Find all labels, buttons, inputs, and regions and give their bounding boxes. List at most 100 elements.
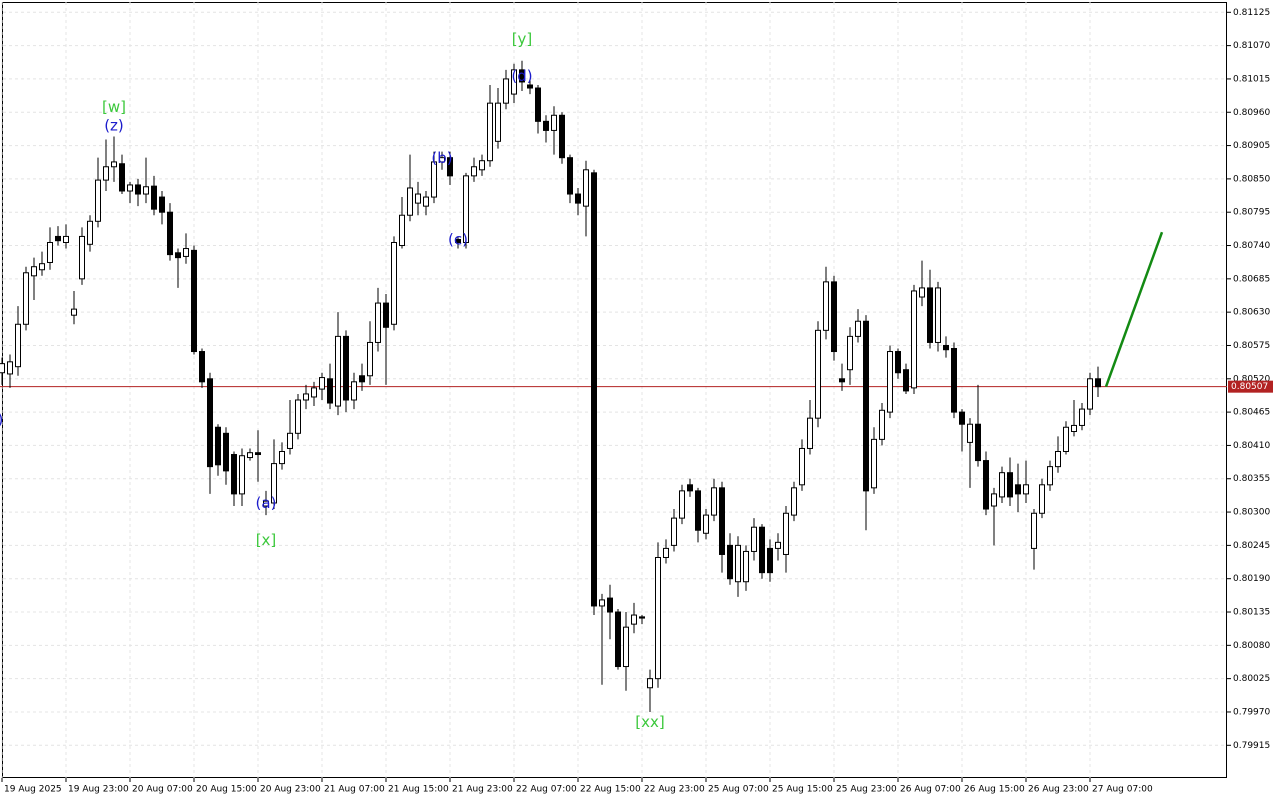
candle-body xyxy=(1039,484,1045,514)
x-tick-label: 20 Aug 15:00 xyxy=(196,785,257,795)
candle-body xyxy=(407,187,413,216)
candle-body xyxy=(0,363,5,374)
candle-body xyxy=(423,196,429,207)
candle-body xyxy=(719,487,725,555)
candle-body xyxy=(647,678,653,689)
candle-body xyxy=(255,452,261,456)
candle-body xyxy=(967,423,973,443)
candle-body xyxy=(215,426,221,466)
candle-body xyxy=(687,484,693,492)
candle-body xyxy=(319,377,325,390)
candle-body xyxy=(311,387,317,398)
candle-body xyxy=(527,84,533,89)
candle-body xyxy=(535,87,541,122)
y-tick-label: 0.80905 xyxy=(1233,141,1270,151)
candle-body xyxy=(415,193,421,204)
candle-body xyxy=(439,157,445,163)
candle-body xyxy=(559,114,565,159)
candle-body xyxy=(839,378,845,383)
candle-body xyxy=(599,599,605,607)
x-tick-label: 26 Aug 15:00 xyxy=(964,785,1025,795)
candle-body xyxy=(463,175,469,243)
y-tick-label: 0.81070 xyxy=(1233,41,1270,51)
y-tick-label: 0.79970 xyxy=(1233,707,1270,717)
candle-body xyxy=(887,351,893,413)
candle-body xyxy=(823,281,829,331)
candle-body xyxy=(727,544,733,580)
candle-body xyxy=(943,344,949,351)
candle-body xyxy=(1015,484,1021,495)
candle-body xyxy=(903,369,909,392)
x-tick-label: 19 Aug 2025 xyxy=(4,785,62,795)
candle-body xyxy=(263,500,269,507)
candle-body xyxy=(855,320,861,337)
candle-body xyxy=(1087,378,1093,410)
y-tick-label: 0.80190 xyxy=(1233,574,1270,584)
x-tick-label: 25 Aug 07:00 xyxy=(708,785,769,795)
candle-body xyxy=(103,166,109,181)
x-tick-label: 21 Aug 15:00 xyxy=(388,785,449,795)
candle-body xyxy=(359,375,365,383)
candle-body xyxy=(775,541,781,549)
x-tick-label: 25 Aug 23:00 xyxy=(836,785,897,795)
candle-body xyxy=(351,381,357,401)
candle-body xyxy=(983,460,989,510)
candle-body xyxy=(343,335,349,401)
candle-body xyxy=(271,463,277,504)
candle-body xyxy=(223,432,229,472)
y-tick-label: 0.80465 xyxy=(1233,408,1270,418)
candle-body xyxy=(71,308,77,316)
wave-label: (z) xyxy=(104,117,124,135)
candle-body xyxy=(1031,512,1037,549)
y-tick-label: 0.80025 xyxy=(1233,674,1270,684)
candle-body xyxy=(279,450,285,465)
candle-body xyxy=(63,235,69,243)
candle-body xyxy=(199,351,205,383)
candle-body xyxy=(447,157,453,177)
candle-body xyxy=(39,263,45,271)
wave-label: [x] xyxy=(256,531,277,549)
candle-body xyxy=(327,378,333,404)
candle-body xyxy=(47,241,53,263)
x-tick-label: 26 Aug 07:00 xyxy=(900,785,961,795)
candle-body xyxy=(287,432,293,449)
candle-body xyxy=(607,597,613,613)
x-tick-label: 20 Aug 23:00 xyxy=(260,785,321,795)
candle-body xyxy=(767,547,773,574)
candle-body xyxy=(1055,450,1061,468)
candle-body xyxy=(831,281,837,353)
candle-body xyxy=(879,409,885,440)
wave-label: (a) xyxy=(256,494,277,512)
candle-body xyxy=(375,302,381,343)
y-tick-label: 0.80685 xyxy=(1233,274,1270,284)
candle-body xyxy=(119,163,125,192)
candle-body xyxy=(471,166,477,177)
candle-body xyxy=(919,287,925,298)
candle-body xyxy=(431,161,437,198)
candle-body xyxy=(679,490,685,519)
candle-body xyxy=(127,184,133,192)
candle-body xyxy=(1047,466,1053,486)
candle-body xyxy=(759,526,765,574)
candle-body xyxy=(703,514,709,534)
candle-body xyxy=(367,341,373,377)
candle-body xyxy=(495,102,501,142)
candle-body xyxy=(975,423,981,462)
candle-body xyxy=(7,361,13,375)
candle-body xyxy=(511,69,517,95)
candle-body xyxy=(663,547,669,558)
y-tick-label: 0.80740 xyxy=(1233,241,1270,251)
candle-body xyxy=(479,160,485,171)
candle-body xyxy=(567,157,573,195)
y-tick-label: 0.80245 xyxy=(1233,541,1270,551)
candle-body xyxy=(399,214,405,247)
candle-body xyxy=(191,249,197,353)
candle-body xyxy=(575,193,581,204)
candle-body xyxy=(519,69,525,83)
candle-body xyxy=(847,335,853,371)
candle-body xyxy=(583,169,589,207)
wave-label: (c) xyxy=(448,231,468,249)
candle-body xyxy=(751,526,757,552)
y-tick-label: 0.80135 xyxy=(1233,608,1270,618)
